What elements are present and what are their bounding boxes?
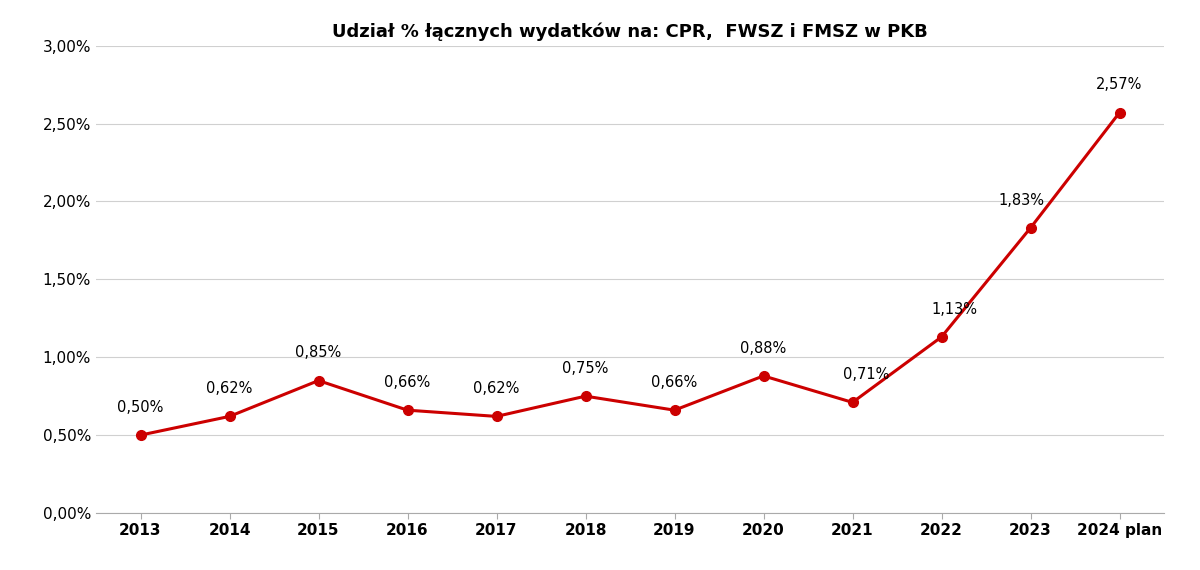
Text: 0,66%: 0,66% <box>652 375 697 390</box>
Text: 0,50%: 0,50% <box>118 400 163 415</box>
Title: Udział % łącznych wydatków na: CPR,  FWSZ i FMSZ w PKB: Udział % łącznych wydatków na: CPR, FWSZ… <box>332 23 928 41</box>
Text: 0,62%: 0,62% <box>206 381 253 396</box>
Text: 0,85%: 0,85% <box>295 345 342 360</box>
Text: 0,88%: 0,88% <box>740 341 787 356</box>
Text: 0,71%: 0,71% <box>842 367 889 382</box>
Text: 1,83%: 1,83% <box>998 193 1044 207</box>
Text: 0,75%: 0,75% <box>563 361 608 376</box>
Text: 0,62%: 0,62% <box>473 381 520 396</box>
Text: 1,13%: 1,13% <box>932 302 978 317</box>
Text: 2,57%: 2,57% <box>1097 78 1142 92</box>
Text: 0,66%: 0,66% <box>384 375 431 390</box>
